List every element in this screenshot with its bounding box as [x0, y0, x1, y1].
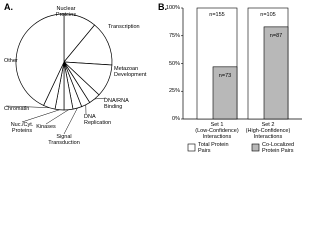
leader-line	[45, 109, 69, 125]
leader-line	[94, 97, 107, 100]
bar-annotation: n=87	[269, 32, 283, 39]
slice-label: Kinases	[36, 124, 56, 130]
figure: A. B. Nuclear Proteins Transcription Metaz…	[4, 2, 302, 154]
legend-label: Total Protein Pairs	[198, 142, 229, 154]
slice-label: Metazoan Development	[114, 66, 147, 78]
y-tick-label: 100%	[165, 5, 180, 11]
legend-swatch	[187, 143, 196, 152]
leader-line	[21, 109, 60, 123]
leader-line	[63, 107, 78, 135]
slice-label: DNA Replication	[84, 114, 112, 126]
slice-label: DNA/RNA Binding	[104, 98, 129, 110]
x-tick-label: Set 1 (Low-Confidence) Interactions	[195, 122, 239, 140]
x-tick-label: Set 2 (High-Confidence) Interactions	[245, 122, 291, 140]
y-tick-label: 0%	[172, 116, 180, 122]
bar	[263, 26, 289, 120]
slice-label: Other	[4, 58, 18, 64]
slice-label: Nuc./Cyt. Proteins	[10, 122, 34, 134]
y-tick-label: 25%	[168, 88, 180, 95]
y-tick-label: 75%	[168, 32, 180, 39]
bar-annotation: n=155	[209, 12, 225, 18]
y-tick-label: 50%	[168, 60, 180, 67]
slice-label: Transcription	[108, 24, 140, 30]
bar-annotation: n=73	[218, 72, 232, 79]
panel-label: B.	[158, 2, 167, 12]
slice-label: Nuclear Proteins	[55, 6, 77, 18]
legend-swatch	[251, 143, 260, 152]
slice-label: Signal Transduction	[48, 134, 80, 146]
panel-label: A.	[4, 2, 13, 12]
leader-line	[5, 105, 50, 108]
bar-annotation: n=105	[260, 12, 276, 18]
pie-slice	[15, 13, 65, 106]
legend-label: Co-Localized Protein Pairs	[262, 142, 295, 154]
bar	[212, 66, 238, 120]
chart	[5, 7, 302, 152]
slice-label: Chromatin	[4, 106, 30, 112]
